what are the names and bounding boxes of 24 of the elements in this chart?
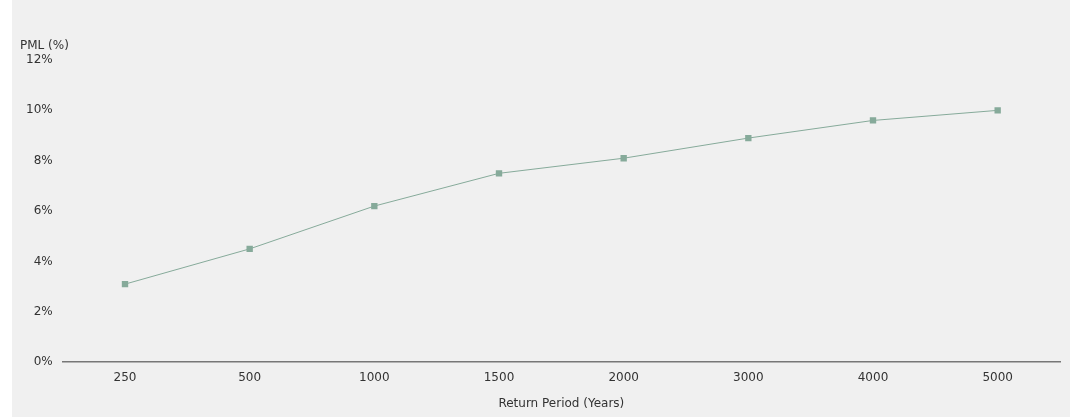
y-tick-label: 6% bbox=[33, 203, 53, 218]
point bbox=[620, 155, 627, 162]
x-tick-label: 250 bbox=[113, 369, 137, 384]
x-tick-label: 4000 bbox=[857, 369, 889, 384]
point bbox=[495, 170, 503, 177]
x-tick-label: 3000 bbox=[733, 369, 764, 384]
point bbox=[246, 245, 253, 253]
y-tick-label: 0% bbox=[33, 354, 53, 369]
point bbox=[869, 117, 877, 124]
point bbox=[371, 202, 378, 210]
y-tick-label: 10% bbox=[26, 102, 53, 117]
x-axis-title: Return Period (Years) bbox=[498, 395, 625, 410]
y-tick-label: 4% bbox=[33, 253, 53, 268]
y-axis-title: PML (%) bbox=[20, 38, 69, 53]
x-tick-label: 2000 bbox=[608, 369, 639, 384]
point bbox=[745, 134, 752, 142]
x-tick-label: 1000 bbox=[359, 369, 390, 384]
y-tick-label: 8% bbox=[33, 152, 53, 167]
y-tick-label: 2% bbox=[33, 303, 53, 318]
point bbox=[994, 107, 1001, 114]
x-tick-label: 1500 bbox=[483, 369, 515, 384]
x-tick-label: 5000 bbox=[982, 369, 1013, 384]
y-tick-label: 12% bbox=[26, 52, 53, 67]
x-tick-label: 500 bbox=[238, 369, 262, 384]
